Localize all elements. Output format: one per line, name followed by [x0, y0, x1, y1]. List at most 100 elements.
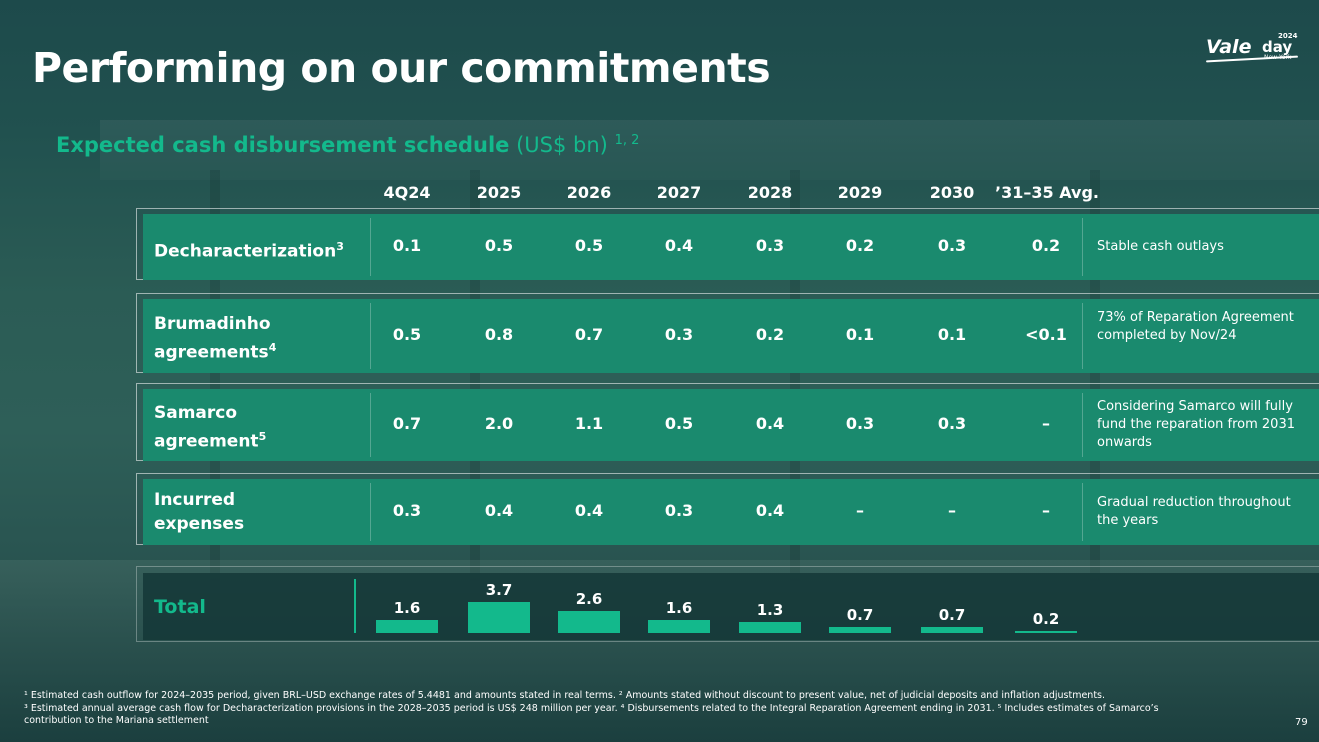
row-divider [1082, 303, 1083, 369]
row-label-line2: agreements [154, 342, 269, 363]
column-header: 4Q24 [383, 183, 431, 202]
row-label: Decharacterization3 [154, 235, 344, 264]
table-cell: – [856, 501, 864, 520]
table-cell: 1.1 [574, 414, 604, 433]
table-cell: 0.1 [845, 325, 875, 344]
table-cell: 0.4 [755, 501, 785, 520]
row-divider [370, 393, 371, 457]
logo-event: day [1262, 38, 1293, 56]
column-header: 2027 [656, 183, 702, 202]
logo-year: 2024 [1278, 32, 1298, 40]
total-row-frame [136, 566, 1319, 642]
column-header: 2029 [837, 183, 883, 202]
row-label-line1: Samarco [154, 403, 238, 423]
row-label-line1: Incurred [154, 490, 236, 510]
row-divider [370, 303, 371, 369]
row-note: Considering Samarco will fully fund the … [1097, 399, 1295, 450]
row-note: Stable cash outlays [1097, 239, 1224, 254]
column-header: 2028 [747, 183, 793, 202]
row-divider [370, 483, 371, 541]
row-label-footnote-ref: 3 [336, 240, 344, 253]
table-cell: 0.8 [484, 325, 514, 344]
table-cell: 0.3 [664, 325, 694, 344]
table-cell: 0.5 [484, 236, 514, 255]
table-cell: 0.5 [664, 414, 694, 433]
row-label-line2: expenses [154, 514, 245, 534]
row-divider [1082, 393, 1083, 457]
table-cell: 0.5 [392, 325, 422, 344]
table-cell: 2.0 [484, 414, 514, 433]
background-pillar [470, 170, 480, 590]
total-bar [739, 622, 801, 633]
table-cell: 0.1 [392, 236, 422, 255]
row-label: Incurred expenses [154, 488, 244, 536]
total-bar [921, 627, 983, 633]
total-bar [648, 620, 710, 633]
table-cell: 0.3 [664, 501, 694, 520]
table-cell: 0.2 [1031, 236, 1061, 255]
total-row [143, 573, 1319, 640]
table-row [143, 299, 1319, 373]
subtitle-unit: (US$ bn) [516, 133, 608, 157]
footnote-line-2: ³ Estimated annual average cash flow for… [24, 702, 1159, 727]
table-cell: 0.4 [484, 501, 514, 520]
total-bar-label: 1.3 [756, 601, 784, 619]
background-pillar [1090, 170, 1100, 590]
row-note: 73% of Reparation Agreement completed by… [1097, 310, 1294, 343]
page-title: Performing on our commitments [32, 44, 771, 92]
background-bridge [100, 120, 1319, 180]
table-cell: – [1042, 414, 1050, 433]
total-label: Total [154, 596, 206, 618]
row-divider [1082, 483, 1083, 541]
page-number: 79 [1295, 717, 1308, 728]
table-cell: 0.3 [392, 501, 422, 520]
subtitle-main: Expected cash disbursement schedule [56, 133, 510, 157]
table-cell: 0.4 [664, 236, 694, 255]
total-bar [558, 611, 620, 633]
column-header: 2030 [929, 183, 975, 202]
table-cell: 0.3 [937, 414, 967, 433]
row-label-footnote-ref: 5 [258, 430, 267, 443]
total-bar [376, 620, 438, 633]
row-divider [1082, 218, 1083, 276]
table-row [143, 214, 1319, 280]
column-header: 2026 [566, 183, 612, 202]
total-bar-label: 3.7 [485, 581, 513, 599]
total-bar-label: 0.7 [846, 606, 874, 624]
background-pillar [790, 170, 800, 590]
total-bar [829, 627, 891, 633]
row-label-footnote-ref: 4 [268, 341, 277, 354]
table-cell: – [948, 501, 956, 520]
footnotes: ¹ Estimated cash outflow for 2024–2035 p… [24, 690, 1174, 728]
table-cell: 0.3 [755, 236, 785, 255]
table-cell: 0.4 [574, 501, 604, 520]
total-bar-label: 1.6 [393, 599, 421, 617]
table-cell: 0.1 [937, 325, 967, 344]
background-pillar [210, 170, 220, 590]
row-label: Brumadinho agreements4 [154, 312, 276, 365]
row-divider [370, 218, 371, 276]
logo-brand: Vale [1206, 36, 1252, 58]
total-bar-label: 0.2 [1032, 610, 1060, 628]
table-row [143, 389, 1319, 461]
table-cell: 0.7 [574, 325, 604, 344]
table-cell: 0.2 [845, 236, 875, 255]
column-header: 2025 [476, 183, 522, 202]
total-bar-label: 2.6 [575, 590, 603, 608]
total-divider [354, 579, 356, 633]
row-label-line1: Decharacterization [154, 241, 337, 262]
section-subtitle: Expected cash disbursement schedule (US$… [56, 133, 639, 157]
row-label-line1: Brumadinho [154, 314, 271, 334]
total-bar-label: 0.7 [938, 606, 966, 624]
total-bar [468, 602, 530, 633]
row-label: Samarco agreement5 [154, 401, 266, 454]
column-header: ’31–35 Avg. [995, 183, 1099, 202]
table-cell: 0.3 [937, 236, 967, 255]
table-row [143, 479, 1319, 545]
table-cell: <0.1 [1025, 325, 1067, 344]
vale-day-logo: Vale 2024 day New York [1206, 32, 1298, 64]
total-bar [1015, 631, 1077, 633]
table-cell: 0.5 [574, 236, 604, 255]
total-bar-label: 1.6 [665, 599, 693, 617]
table-cell: 0.7 [392, 414, 422, 433]
